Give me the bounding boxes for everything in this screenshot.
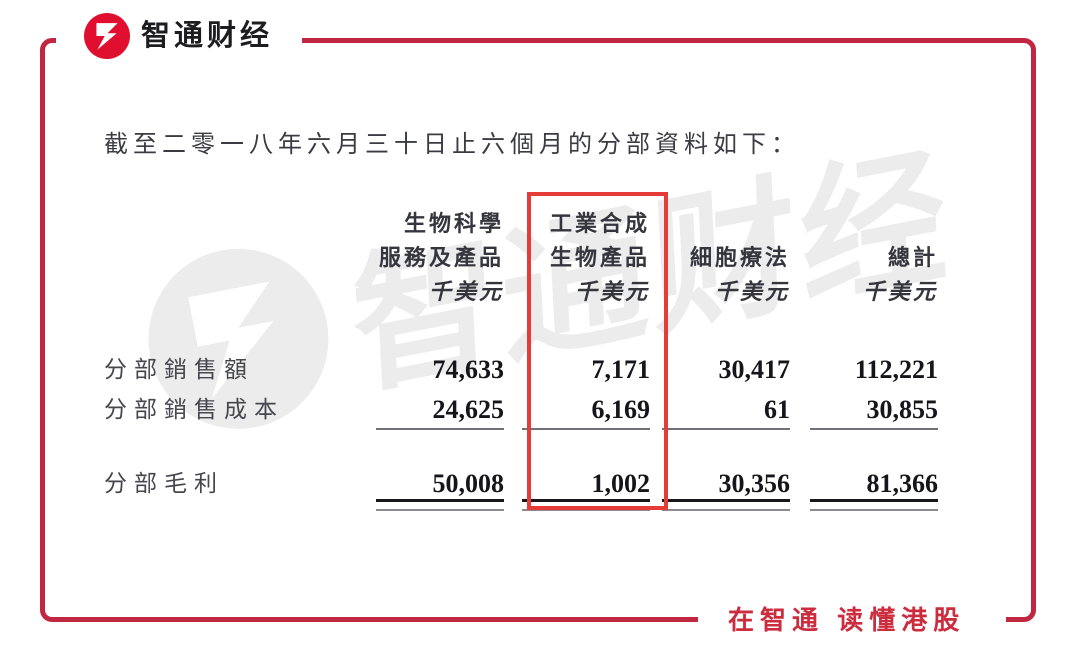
table-row-grossprofit: 分部毛利 50,008 1,002 30,356 81,366 bbox=[104, 468, 938, 511]
cell-value: 112,221 bbox=[854, 355, 938, 384]
table-header-line2: 服務及產品 生物產品 細胞療法 總計 bbox=[104, 242, 938, 274]
brand-logo: 智通财经 bbox=[84, 13, 273, 59]
highlight-box bbox=[527, 192, 668, 510]
cell-value: 30,417 bbox=[718, 355, 791, 384]
red-frame-border bbox=[40, 38, 1036, 622]
frame-gap-mask-bottom bbox=[698, 610, 1006, 630]
row-label: 分部銷售成本 bbox=[104, 397, 284, 422]
col-header-total: 總計 bbox=[887, 245, 938, 270]
header-spacer bbox=[104, 276, 364, 308]
col-unit: 千美元 bbox=[714, 279, 790, 304]
col-unit: 千美元 bbox=[574, 279, 650, 304]
cell-value: 50,008 bbox=[364, 468, 504, 511]
col-header-bioscience-1: 生物科學 bbox=[403, 211, 504, 236]
cell-value: 7,171 bbox=[591, 355, 651, 384]
cell-value: 74,633 bbox=[432, 355, 505, 384]
cell-value: 1,002 bbox=[504, 468, 650, 511]
table-row-sales: 分部銷售額 74,633 7,171 30,417 112,221 bbox=[104, 354, 938, 386]
table-row-cost: 分部銷售成本 24,625 6,169 61 30,855 bbox=[104, 394, 938, 430]
cell-value: 61 bbox=[650, 394, 790, 430]
header-spacer bbox=[104, 242, 364, 274]
zhitong-logo-icon bbox=[84, 13, 130, 59]
cell-value: 30,855 bbox=[790, 394, 938, 430]
table-header-line1: 生物科學 工業合成 bbox=[104, 208, 938, 240]
cell-value: 6,169 bbox=[504, 394, 650, 430]
row-label: 分部銷售額 bbox=[104, 357, 254, 382]
header-spacer bbox=[650, 208, 790, 240]
col-unit: 千美元 bbox=[862, 279, 938, 304]
section-title: 截至二零一八年六月三十日止六個月的分部資料如下： bbox=[104, 132, 800, 158]
header-spacer bbox=[790, 208, 938, 240]
brand-name: 智通财经 bbox=[141, 20, 274, 52]
col-unit: 千美元 bbox=[428, 279, 504, 304]
col-header-industrial-1: 工業合成 bbox=[549, 211, 650, 236]
col-header-industrial-2: 生物產品 bbox=[549, 245, 650, 270]
cell-value: 30,356 bbox=[650, 468, 790, 511]
table-header-units: 千美元 千美元 千美元 千美元 bbox=[104, 276, 938, 308]
header-spacer bbox=[104, 208, 364, 240]
brand-slogan: 在智通 读懂港股 bbox=[728, 605, 966, 635]
col-header-bioscience-2: 服務及產品 bbox=[378, 245, 504, 270]
watermark-logo-icon bbox=[148, 248, 329, 429]
cell-value: 24,625 bbox=[364, 394, 504, 430]
row-label: 分部毛利 bbox=[104, 471, 224, 496]
col-header-celltherapy: 細胞療法 bbox=[689, 245, 790, 270]
watermark: 智通财经 bbox=[129, 95, 969, 461]
cell-value: 81,366 bbox=[790, 468, 938, 511]
